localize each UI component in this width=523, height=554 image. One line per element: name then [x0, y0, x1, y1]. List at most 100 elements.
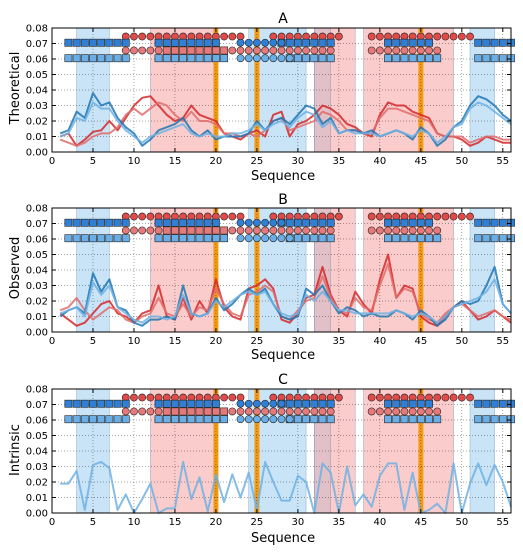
- marker-square: [482, 399, 491, 408]
- marker-square: [400, 218, 409, 227]
- y-tick-label: 0.07: [26, 39, 48, 50]
- marker-square: [392, 234, 401, 243]
- marker-circle: [146, 32, 155, 41]
- marker-circle: [253, 399, 261, 408]
- marker-circle: [408, 46, 417, 55]
- marker-circle: [253, 38, 261, 47]
- y-tick-label: 0.06: [26, 235, 48, 246]
- x-tick-label: 25: [251, 517, 264, 528]
- marker-square: [121, 38, 130, 47]
- y-tick-label: 0.02: [26, 478, 48, 489]
- marker-circle: [121, 226, 130, 235]
- marker-square: [179, 234, 188, 243]
- x-tick-label: 25: [251, 156, 264, 167]
- x-tick-label: 50: [455, 517, 468, 528]
- marker-circle: [253, 218, 261, 227]
- marker-square: [203, 415, 212, 424]
- marker-circle: [261, 407, 270, 416]
- orange-marker-band: [418, 28, 424, 152]
- marker-circle: [269, 38, 278, 47]
- x-tick-label: 30: [292, 156, 305, 167]
- panel-a-ylabel: Theoretical: [8, 52, 23, 126]
- marker-circle: [310, 226, 319, 235]
- marker-circle: [269, 46, 278, 55]
- orange-marker-band: [213, 208, 219, 332]
- panel-b: B Observed Sequence 0 5 10 15 20 25 30 35 40 45 50…: [8, 192, 515, 363]
- x-tick-label: 30: [292, 517, 305, 528]
- marker-square: [203, 407, 212, 416]
- marker-square: [425, 38, 433, 47]
- marker-circle: [277, 407, 286, 416]
- marker-circle: [146, 407, 155, 416]
- marker-circle: [416, 46, 425, 55]
- marker-circle: [367, 226, 376, 235]
- marker-square: [310, 415, 319, 424]
- marker-square: [162, 407, 171, 416]
- marker-circle: [261, 38, 270, 47]
- y-tick-label: 0.04: [26, 86, 48, 97]
- panel-c-xlabel: Sequence: [251, 531, 315, 546]
- panel-a: A Theoretical Sequence 0 5 10 15 20 25 30 35 40 4…: [8, 11, 515, 184]
- marker-circle: [138, 32, 147, 41]
- x-tick-label: 45: [414, 156, 427, 167]
- marker-square: [64, 399, 73, 408]
- marker-circle: [269, 54, 278, 63]
- marker-square: [187, 407, 196, 416]
- marker-square: [293, 399, 302, 408]
- marker-square: [187, 218, 196, 227]
- marker-circle: [236, 54, 245, 63]
- x-tick-label: 15: [169, 156, 182, 167]
- marker-square: [293, 234, 302, 243]
- x-tick-label: 50: [455, 336, 468, 347]
- marker-square: [408, 234, 417, 243]
- marker-square: [318, 54, 327, 63]
- marker-square: [220, 407, 229, 416]
- marker-circle: [326, 407, 335, 416]
- marker-square: [474, 399, 483, 408]
- marker-square: [89, 38, 97, 47]
- marker-square: [416, 218, 425, 227]
- marker-square: [392, 399, 401, 408]
- marker-square: [72, 415, 81, 424]
- marker-circle: [138, 407, 147, 416]
- marker-circle: [318, 226, 327, 235]
- marker-square: [195, 415, 204, 424]
- marker-square: [203, 46, 212, 55]
- marker-square: [293, 54, 302, 63]
- marker-circle: [121, 46, 130, 55]
- marker-circle: [138, 212, 147, 221]
- marker-circle: [277, 415, 286, 424]
- x-tick-label: 35: [333, 156, 346, 167]
- marker-square: [89, 218, 97, 227]
- marker-circle: [425, 407, 433, 416]
- marker-circle: [228, 393, 237, 402]
- y-tick-label: 0.08: [26, 204, 48, 215]
- marker-circle: [375, 226, 384, 235]
- panel-c: C Intrinsic Sequence 0 5 10 15 20 25 30 35 40 45 5…: [8, 372, 515, 546]
- marker-square: [212, 407, 220, 416]
- y-tick-label: 0.02: [26, 297, 48, 308]
- marker-square: [187, 415, 196, 424]
- marker-circle: [228, 32, 237, 41]
- marker-square: [326, 415, 335, 424]
- marker-square: [326, 218, 335, 227]
- marker-square: [64, 234, 73, 243]
- marker-circle: [138, 226, 147, 235]
- marker-square: [498, 415, 507, 424]
- marker-square: [318, 399, 327, 408]
- marker-circle: [244, 399, 253, 408]
- marker-circle: [433, 32, 442, 41]
- x-tick-label: 45: [414, 517, 427, 528]
- y-tick-label: 0.07: [26, 400, 48, 411]
- marker-square: [195, 226, 204, 235]
- marker-circle: [269, 415, 278, 424]
- panel-a-plot: 0 5 10 15 20 25 30 35 40 45 50 55 0.00 0.01 0.02 0.03 0.…: [26, 24, 515, 167]
- marker-square: [220, 226, 229, 235]
- marker-square: [490, 234, 499, 243]
- marker-circle: [253, 226, 261, 235]
- marker-square: [384, 54, 392, 63]
- marker-circle: [154, 226, 163, 235]
- marker-square: [326, 234, 335, 243]
- marker-square: [425, 54, 433, 63]
- marker-square: [121, 399, 130, 408]
